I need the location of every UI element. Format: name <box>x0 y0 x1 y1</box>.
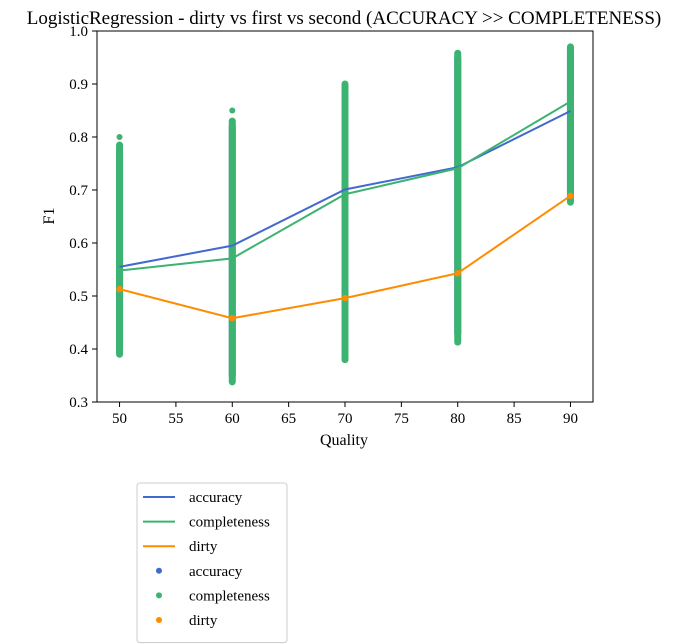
x-tick-label: 90 <box>563 411 578 427</box>
legend-item-scatter-accuracy: accuracy <box>156 564 243 580</box>
y-tick-label: 0.4 <box>69 342 88 358</box>
legend-box <box>136 482 288 644</box>
y-tick-label: 0.5 <box>69 289 88 305</box>
scatter-point-completeness <box>116 134 123 140</box>
legend-item-line-accuracy: accuracy <box>143 490 243 506</box>
x-tick-label: 85 <box>507 411 522 427</box>
scatter-point-dirty <box>116 285 123 293</box>
y-axis: 0.3 0.4 0.5 0.6 0.7 0.8 0.9 1.0 <box>69 24 97 411</box>
legend-marker-swatch <box>156 617 162 623</box>
y-axis-label: F1 <box>41 208 58 225</box>
y-tick-label: 1.0 <box>69 24 88 40</box>
legend-label: completeness <box>189 588 270 604</box>
x-tick-label: 60 <box>225 411 240 427</box>
scatter-dirty <box>116 192 574 322</box>
scatter-point-dirty <box>567 192 574 200</box>
y-tick-label: 0.9 <box>69 77 88 93</box>
legend-label: dirty <box>189 613 218 629</box>
x-tick-label: 70 <box>338 411 353 427</box>
scatter-completeness <box>116 43 574 386</box>
x-tick-label: 55 <box>168 411 183 427</box>
scatter-point-dirty <box>341 294 349 302</box>
x-tick-label: 75 <box>394 411 409 427</box>
legend-marker-swatch <box>156 592 162 599</box>
legend-item-scatter-completeness: completeness <box>156 588 270 604</box>
scatter-point-completeness <box>229 107 236 114</box>
legend-item-scatter-dirty: dirty <box>156 613 218 629</box>
legend-label: accuracy <box>189 564 243 580</box>
legend-marker-swatch <box>156 567 162 574</box>
x-axis: 50 55 60 65 70 75 80 85 90 <box>112 402 578 427</box>
chart-title: LogisticRegression - dirty vs first vs s… <box>27 8 662 29</box>
legend-label: accuracy <box>189 490 243 506</box>
x-tick-label: 80 <box>450 411 465 427</box>
x-tick-label: 50 <box>112 411 127 427</box>
x-tick-label: 65 <box>281 411 296 427</box>
legend-label: completeness <box>189 515 270 531</box>
y-tick-label: 0.8 <box>69 130 88 146</box>
legend-item-line-dirty: dirty <box>143 539 218 555</box>
legend-label: dirty <box>189 539 218 555</box>
legend: accuracy completeness dirty accuracy complet… <box>136 482 288 644</box>
legend-item-line-completeness: completeness <box>143 515 270 531</box>
y-tick-label: 0.7 <box>69 183 88 199</box>
line-accuracy <box>119 110 571 268</box>
plot-area <box>116 43 574 386</box>
scatter-point-dirty <box>229 315 236 322</box>
line-completeness <box>119 100 571 272</box>
y-tick-label: 0.3 <box>69 395 88 411</box>
scatter-point-dirty <box>454 270 461 277</box>
x-axis-label: Quality <box>320 432 368 449</box>
y-tick-label: 0.6 <box>69 236 88 252</box>
